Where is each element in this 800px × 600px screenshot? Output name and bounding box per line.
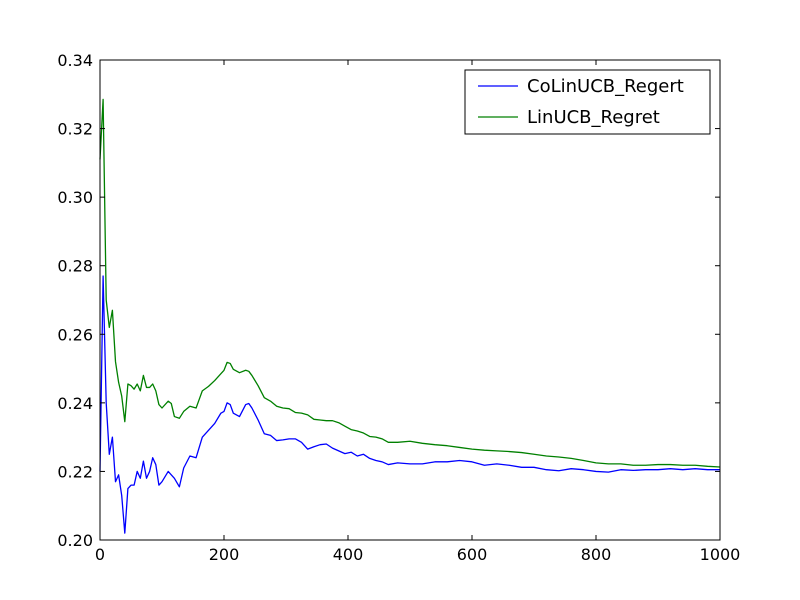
x-tick-label: 200 — [209, 545, 240, 564]
x-tick-label: 1000 — [700, 545, 741, 564]
legend-box — [464, 69, 711, 135]
y-tick-label: 0.30 — [57, 188, 93, 207]
plot-area — [100, 60, 720, 540]
x-tick-label: 0 — [95, 545, 105, 564]
y-tick-label: 0.28 — [57, 257, 93, 276]
legend-label-colinucb: CoLinUCB_Regert — [527, 76, 684, 97]
y-tick-label: 0.26 — [57, 325, 93, 344]
y-tick-label: 0.32 — [57, 120, 93, 139]
legend: CoLinUCB_Regert LinUCB_Regret — [464, 69, 711, 135]
series-layer — [99, 98, 721, 534]
series-line-colinucb-regert — [99, 275, 720, 534]
y-tick-label: 0.22 — [57, 462, 93, 481]
x-tick-label: 800 — [581, 545, 612, 564]
series-line-linucb-regret — [99, 98, 721, 468]
y-tick-label: 0.20 — [57, 531, 93, 550]
legend-label-linucb: LinUCB_Regret — [527, 107, 660, 128]
plot-frame — [99, 59, 721, 541]
y-tick-label: 0.34 — [57, 51, 93, 70]
tick-layer: 0 200 400 600 800 1000 0.20 0.22 0.24 0.26 0.28 0.3… — [57, 51, 740, 564]
x-tick-label: 400 — [333, 545, 364, 564]
x-tick-label: 600 — [457, 545, 488, 564]
y-tick-label: 0.24 — [57, 394, 93, 413]
